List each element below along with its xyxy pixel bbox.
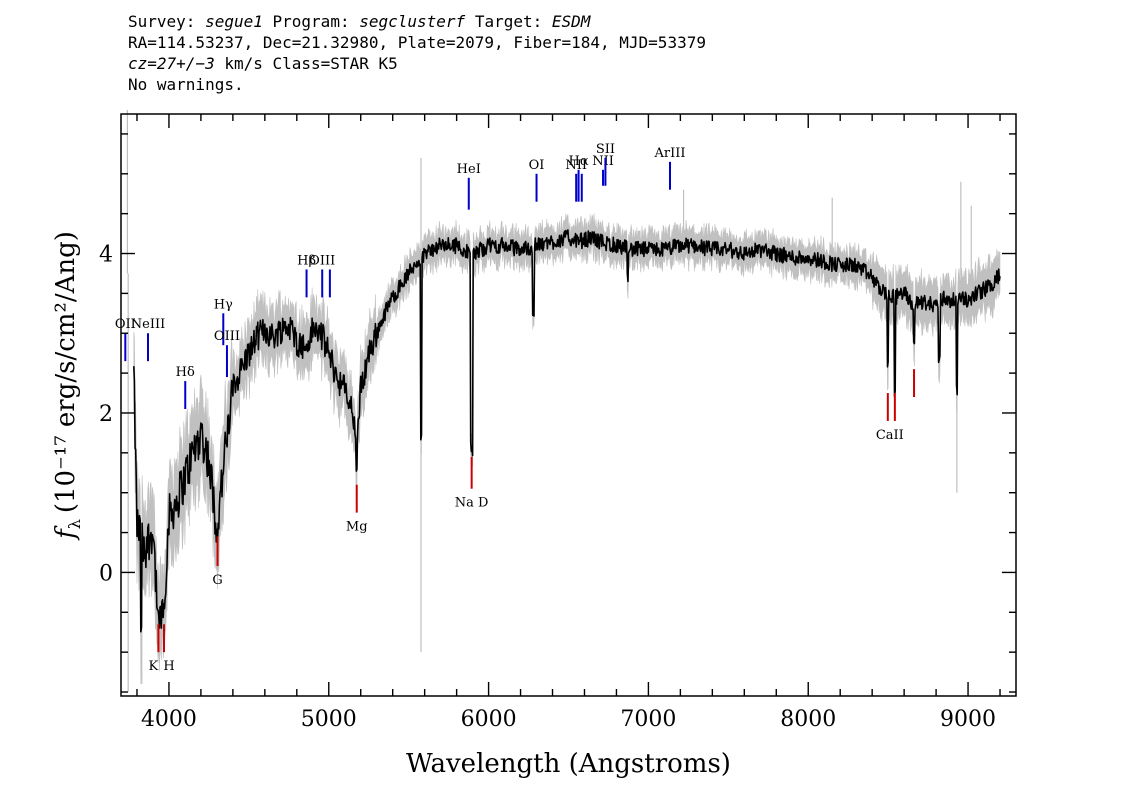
emission-line-marker: OII <box>115 317 136 362</box>
x-axis-title: Wavelength (Angstroms) <box>406 749 731 779</box>
absorption-line-marker: CaII <box>876 393 904 443</box>
y-tick-label: 4 <box>99 243 113 268</box>
emission-line-marker: Hα <box>569 154 589 202</box>
plot-frame <box>120 113 1017 697</box>
emission-line-label: Hβ <box>297 253 316 268</box>
x-tick-label: 7000 <box>620 707 676 732</box>
absorption-line-label: Na D <box>455 496 489 511</box>
emission-line-marker: NII <box>592 154 614 186</box>
emission-line-marker: Hβ <box>297 253 316 298</box>
survey-value: segue1 <box>205 12 263 31</box>
emission-line-label: NeIII <box>131 317 165 332</box>
emission-line-label: OIII <box>214 329 240 344</box>
header-line-3: cz=27+/−3 km/s Class=STAR K5 <box>128 53 706 74</box>
emission-line-marker: Hγ <box>214 297 233 346</box>
absorption-line-label: H <box>163 659 174 674</box>
emission-line-marker: SII <box>596 142 615 186</box>
emission-line-label: NII <box>592 154 614 169</box>
emission-line-marker: Hδ <box>176 365 195 409</box>
emission-line-marker: ArIII <box>653 146 685 190</box>
emission-line-marker: NeIII <box>131 317 165 362</box>
cz-value: cz=27+/−3 <box>128 54 215 73</box>
x-tick-label: 4000 <box>141 707 197 732</box>
absorption-line-marker: K <box>149 624 160 674</box>
x-tick-label: 6000 <box>461 707 517 732</box>
y-tick-label: 0 <box>99 561 113 586</box>
target-label: Target: <box>474 12 543 31</box>
absorption-line-label: K <box>149 659 159 674</box>
emission-line-label: OIII <box>309 253 335 268</box>
absorption-line-label: G <box>212 573 222 588</box>
emission-line-label: Hδ <box>176 365 195 380</box>
program-value: segclusterf <box>359 12 466 31</box>
emission-line-label: ArIII <box>653 146 685 161</box>
emission-line-marker: OIII <box>214 329 240 378</box>
emission-line-label: Hγ <box>214 297 233 312</box>
header-line-2: RA=114.53237, Dec=21.32980, Plate=2079, … <box>128 33 706 52</box>
emission-line-marker: HeI <box>457 162 481 210</box>
spectrum-header: Survey: segue1 Program: segclusterf Targ… <box>128 11 706 95</box>
absorption-line-marker: Mg <box>346 484 368 535</box>
flux-line <box>133 229 1001 633</box>
absorption-line-marker: H <box>162 624 175 674</box>
emission-line-label: HeI <box>457 162 481 177</box>
absorption-line-marker: Na D <box>455 456 489 511</box>
absorption-line-marker: G <box>212 536 223 588</box>
target-value: ESDM <box>551 12 591 31</box>
header-line-1: Survey: segue1 Program: segclusterf Targ… <box>128 11 706 32</box>
emission-line-marker: NII <box>565 158 587 202</box>
header-warnings: No warnings. <box>128 75 244 94</box>
y-tick-label: 2 <box>99 402 113 427</box>
absorption-line-label: CaII <box>876 428 904 443</box>
emission-line-label: OI <box>529 158 545 173</box>
y-axis-title: fλ(10⁻¹⁷ erg/s/cm²/Ang) <box>51 231 84 541</box>
emission-line-label: SII <box>596 142 615 157</box>
absorption-line-label: Mg <box>346 520 368 535</box>
axis-ticks <box>121 114 1016 696</box>
emission-line-label: Hα <box>569 154 589 169</box>
emission-line-label: OII <box>115 317 136 332</box>
cz-unit-class: km/s Class=STAR K5 <box>214 54 398 73</box>
flux-layer <box>133 229 1001 633</box>
error-band <box>133 213 1001 684</box>
x-tick-label: 8000 <box>780 707 836 732</box>
y-axis-title-units: (10⁻¹⁷ erg/s/cm²/Ang) <box>51 231 81 513</box>
x-tick-label: 5000 <box>301 707 357 732</box>
error-band-layer <box>126 110 1001 693</box>
program-label: Program: <box>272 12 350 31</box>
emission-line-label: NII <box>565 158 587 173</box>
axis-tick-labels: 4000 5000 6000 7000 8000 9000 0 2 4 <box>99 243 996 732</box>
x-tick-label: 9000 <box>940 707 996 732</box>
emission-line-marker: OI <box>529 158 545 202</box>
y-axis-title-subscript: λ <box>65 519 84 529</box>
emission-line-marker: OIII <box>309 253 335 298</box>
survey-label: Survey: <box>128 12 196 31</box>
